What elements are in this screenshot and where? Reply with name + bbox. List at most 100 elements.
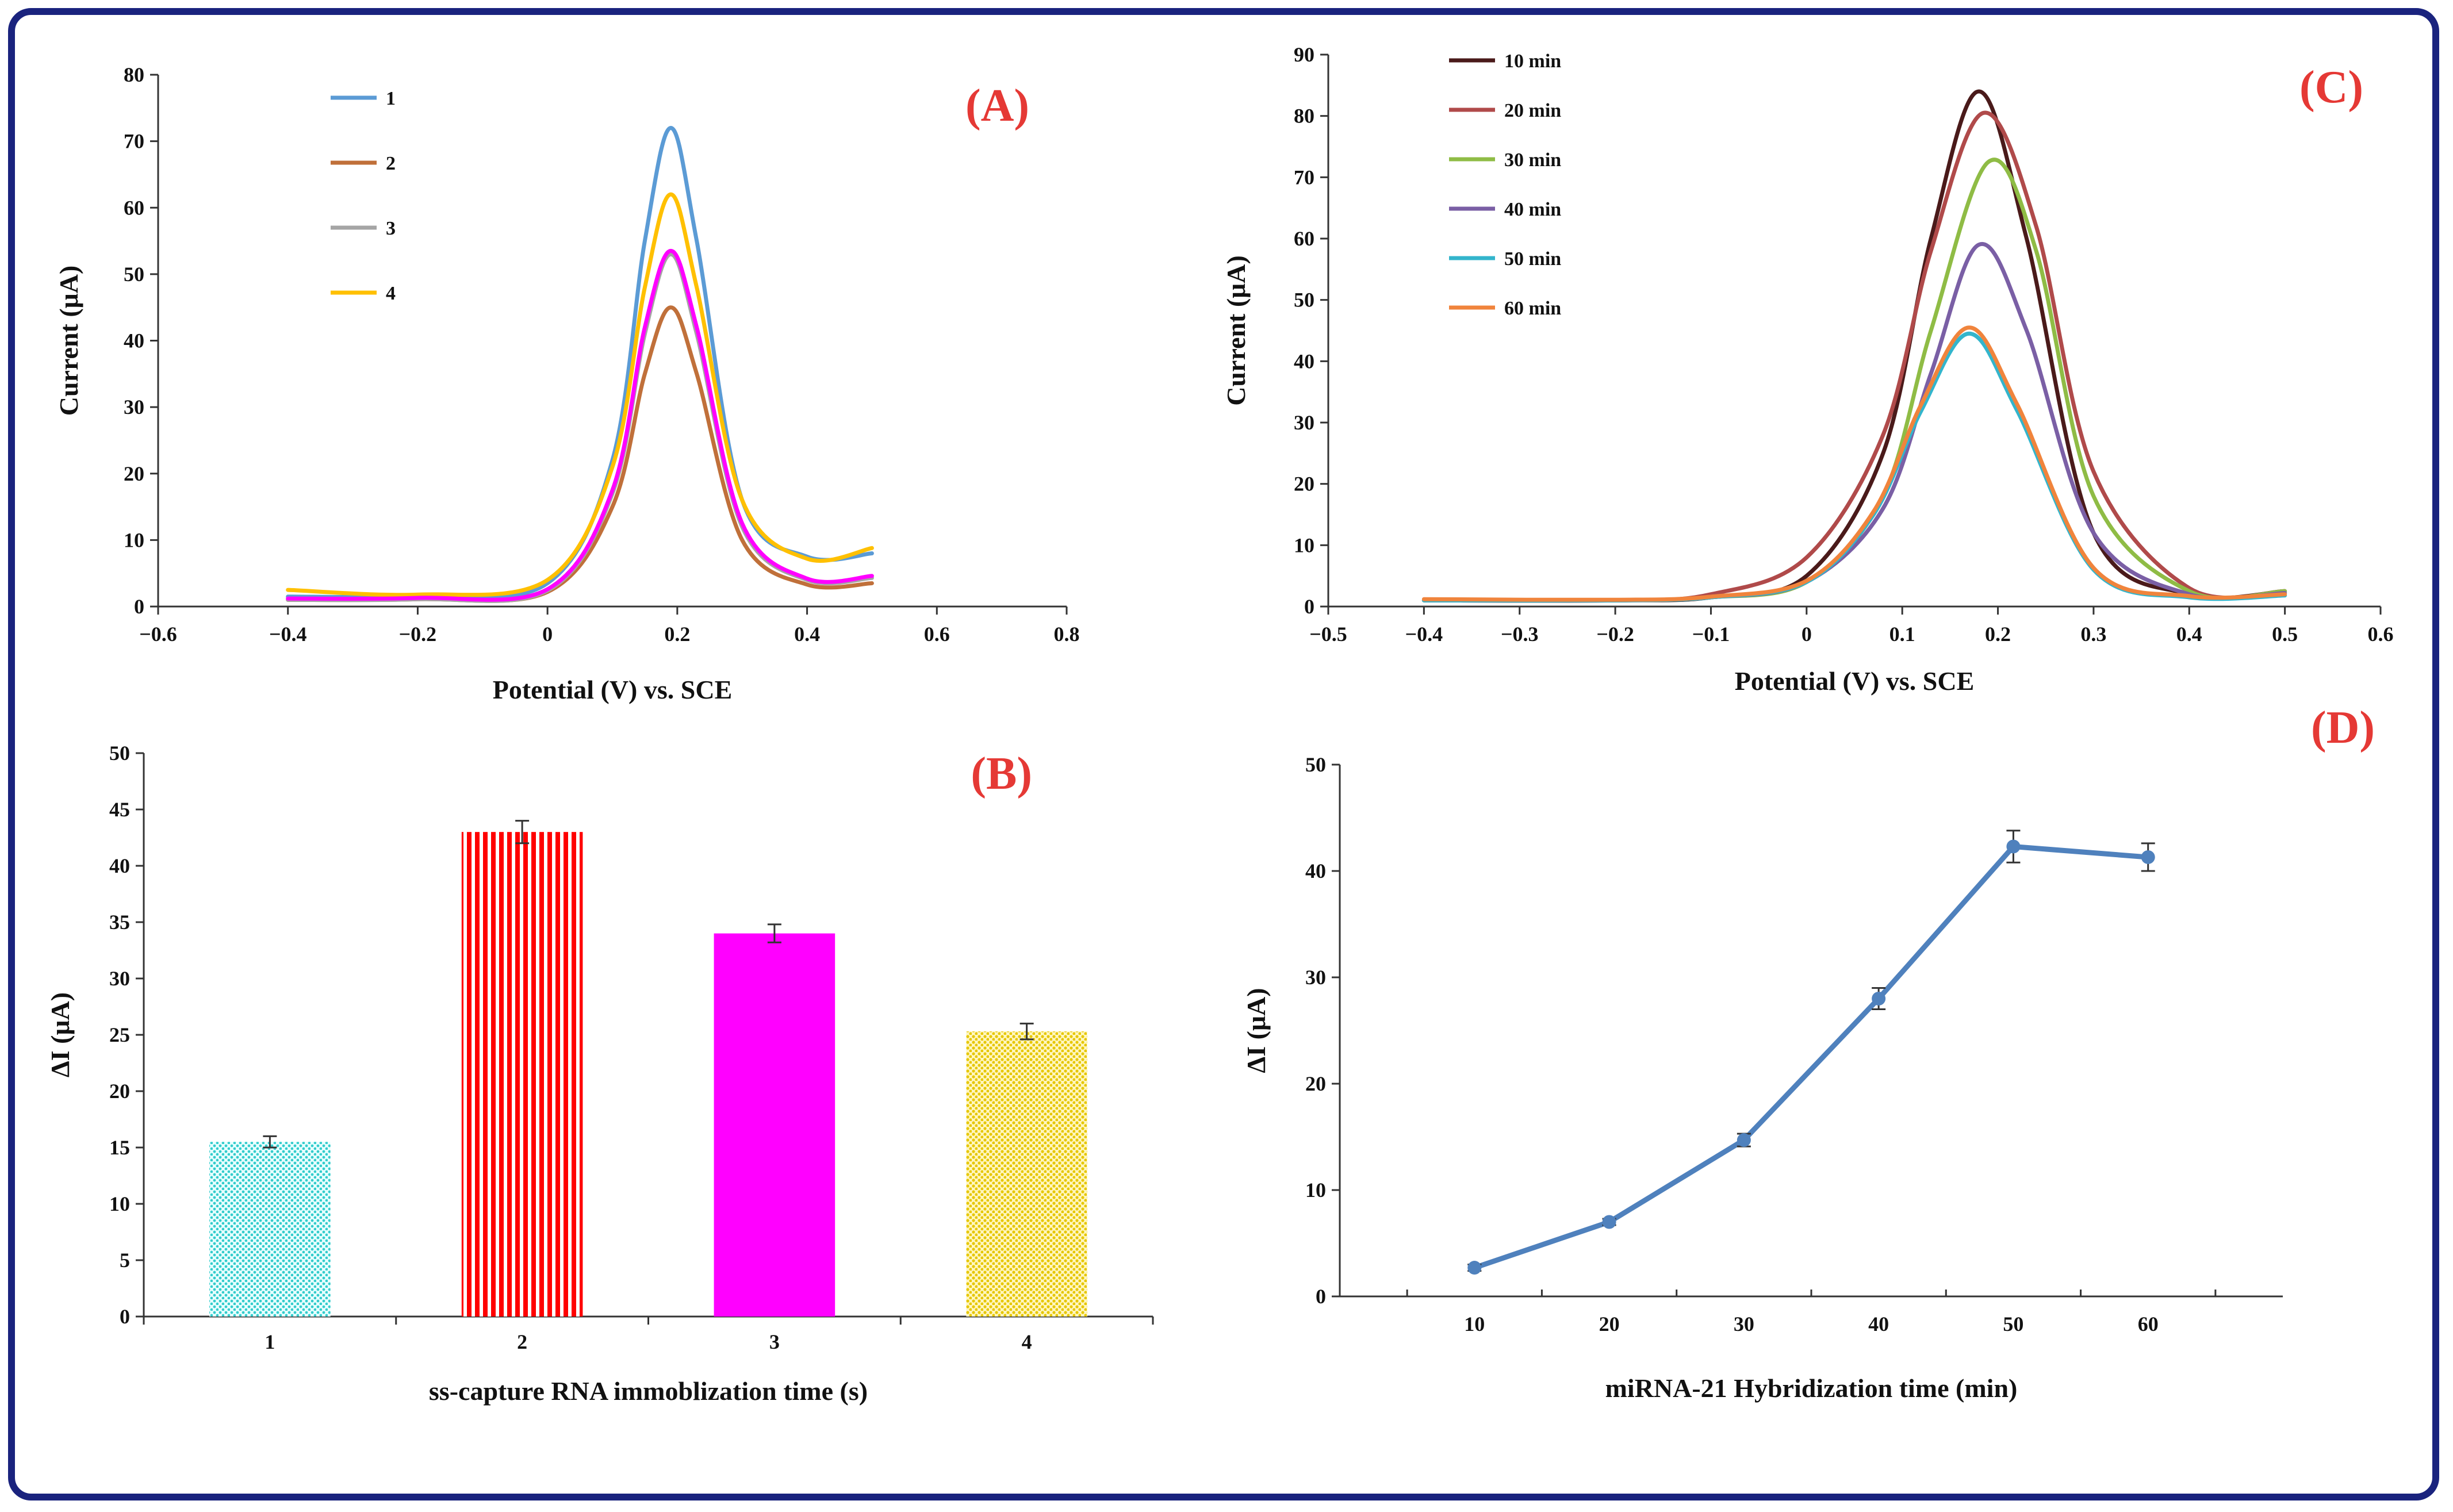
y-tick-label: 30 — [124, 396, 144, 419]
x-tick-label: 0.2 — [664, 623, 690, 646]
x-tick-label: −0.3 — [1501, 623, 1539, 646]
y-tick-label: 5 — [120, 1249, 130, 1272]
legend-label: 2 — [386, 153, 396, 174]
series-line-4 — [286, 192, 874, 597]
data-point — [2141, 850, 2155, 864]
x-tick-label: 0.3 — [2080, 623, 2106, 646]
x-tick-label: −0.6 — [139, 623, 177, 646]
y-tick-label: 25 — [109, 1023, 130, 1046]
x-tick-label: 0.4 — [2176, 623, 2202, 646]
series-line-ΔI — [1471, 844, 2151, 1271]
x-tick-label: 0 — [1802, 623, 1812, 646]
panel-label: (C) — [2299, 62, 2363, 113]
y-axis-label: ΔI (μA) — [1241, 988, 1271, 1073]
x-tick-label: −0.2 — [399, 623, 437, 646]
x-tick-label: 40 — [1868, 1313, 1889, 1336]
panel-c-chart: 0 10 20 30 40 50 60 70 80 90 −0.5 −0.4 −0.3 −0.2 −0.1 0… — [1221, 43, 2394, 696]
y-tick-label: 70 — [124, 130, 144, 153]
y-tick-label: 50 — [1305, 753, 1326, 776]
x-tick-label: 50 — [2003, 1313, 2023, 1336]
y-tick-label: 30 — [1294, 411, 1314, 434]
y-tick-label: 10 — [1305, 1179, 1326, 1202]
y-tick-label: 50 — [124, 263, 144, 286]
x-axis-label: ss-capture RNA immoblization time (s) — [429, 1376, 868, 1406]
x-tick-label: 0.4 — [794, 623, 820, 646]
x-tick-label: 10 — [1464, 1313, 1485, 1336]
y-tick-label: 80 — [1294, 105, 1314, 128]
y-tick-label: 50 — [109, 742, 130, 765]
legend-label: 1 — [386, 88, 396, 109]
y-tick-label: 50 — [1294, 289, 1314, 312]
data-point — [1872, 992, 1886, 1006]
x-tick-label: 60 — [2138, 1313, 2159, 1336]
x-tick-label: 30 — [1734, 1313, 1754, 1336]
legend-label: 3 — [386, 218, 396, 239]
y-axis-label: ΔI (μA) — [45, 992, 75, 1077]
bar-4 — [966, 1031, 1087, 1317]
y-tick-label: 40 — [109, 854, 130, 877]
y-tick-label: 35 — [109, 911, 130, 934]
y-tick-label: 15 — [109, 1136, 130, 1159]
legend-label: 10 min — [1504, 51, 1561, 72]
data-point — [2006, 839, 2021, 854]
y-tick-label: 20 — [1305, 1072, 1326, 1095]
legend-label: 40 min — [1504, 199, 1561, 220]
x-axis-label: Potential (V) vs. SCE — [1735, 666, 1975, 696]
data-point — [1602, 1215, 1616, 1229]
series-line-60-min — [1421, 325, 2287, 602]
x-tick-label: 0 — [542, 623, 553, 646]
y-tick-label: 10 — [109, 1192, 130, 1215]
x-tick-label: 0.6 — [924, 623, 950, 646]
legend-label: 50 min — [1504, 248, 1561, 270]
data-point — [1737, 1133, 1751, 1148]
y-tick-label: 10 — [124, 528, 144, 551]
y-tick-label: 45 — [109, 798, 130, 821]
x-axis-label: miRNA-21 Hybridization time (min) — [1605, 1373, 2018, 1403]
bar-1 — [209, 1142, 331, 1317]
x-tick-label: 1 — [265, 1330, 275, 1353]
legend-label: 20 min — [1504, 100, 1561, 121]
x-tick-label: 3 — [769, 1330, 780, 1353]
x-tick-label: 4 — [1022, 1330, 1032, 1353]
y-tick-label: 0 — [134, 595, 144, 618]
y-tick-label: 60 — [124, 196, 144, 219]
data-point — [1467, 1261, 1482, 1275]
x-tick-label: 0.1 — [1889, 623, 1915, 646]
series-line-unlabeled — [286, 248, 874, 602]
y-tick-label: 30 — [1305, 966, 1326, 989]
figure-frame — [8, 8, 2439, 1501]
x-tick-label: 0.2 — [1985, 623, 2011, 646]
y-tick-label: 0 — [120, 1305, 130, 1328]
series-line-20-min — [1421, 110, 2287, 603]
y-tick-label: 40 — [1294, 350, 1314, 373]
legend-label: 4 — [386, 283, 396, 304]
y-tick-label: 0 — [1304, 595, 1314, 618]
x-tick-label: 2 — [517, 1330, 527, 1353]
panel-label: (D) — [2311, 703, 2375, 753]
y-tick-label: 10 — [1294, 534, 1314, 557]
panel-label: (B) — [971, 749, 1032, 799]
y-tick-label: 20 — [109, 1080, 130, 1103]
y-tick-label: 20 — [1294, 473, 1314, 496]
y-tick-label: 40 — [1305, 859, 1326, 882]
x-tick-label: 0.5 — [2272, 623, 2298, 646]
panel-d-chart: 0 10 20 30 40 50 10 20 30 40 50 60 miRNA-21 Hybridiz… — [1241, 703, 2375, 1403]
x-tick-label: −0.2 — [1596, 623, 1634, 646]
x-tick-label: 0.6 — [2368, 623, 2394, 646]
y-axis-label: Current (μA) — [54, 266, 83, 416]
series-line-30-min — [1421, 158, 2287, 603]
y-axis-label: Current (μA) — [1221, 255, 1251, 406]
x-tick-label: −0.4 — [269, 623, 307, 646]
y-tick-label: 70 — [1294, 166, 1314, 189]
x-tick-label: −0.5 — [1309, 623, 1347, 646]
x-axis-label: Potential (V) vs. SCE — [493, 675, 733, 704]
x-tick-label: −0.4 — [1405, 623, 1443, 646]
x-tick-label: −0.1 — [1692, 623, 1730, 646]
y-tick-label: 90 — [1294, 43, 1314, 66]
y-tick-label: 40 — [124, 329, 144, 352]
x-tick-label: 0.8 — [1054, 623, 1080, 646]
panel-label: (A) — [965, 80, 1029, 131]
x-tick-label: 20 — [1599, 1313, 1620, 1336]
y-tick-label: 20 — [124, 462, 144, 485]
